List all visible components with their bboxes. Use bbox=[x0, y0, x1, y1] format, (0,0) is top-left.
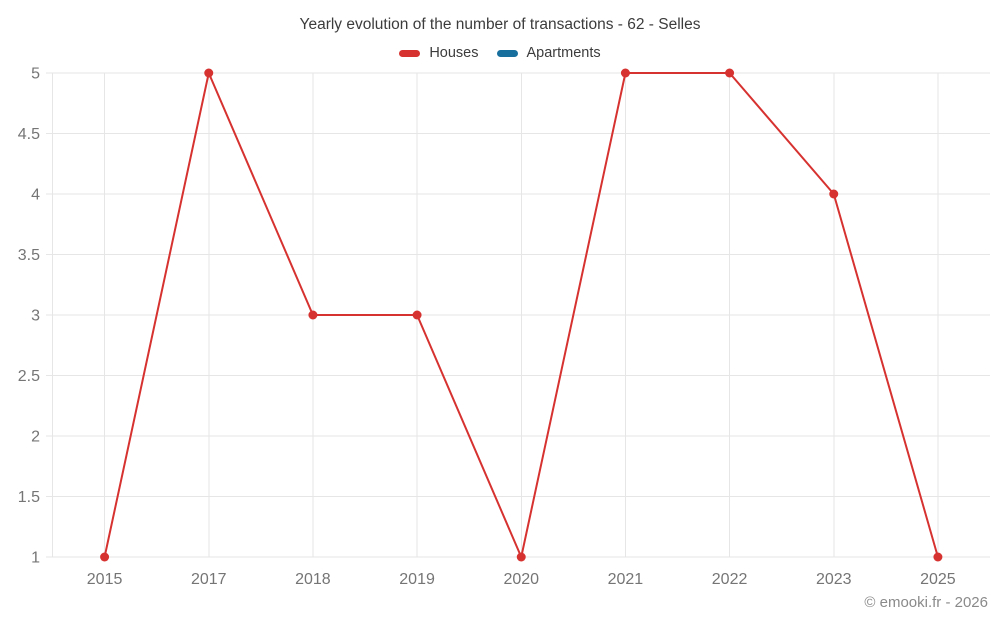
y-tick-label: 5 bbox=[31, 66, 40, 83]
x-tick-label: 2020 bbox=[503, 571, 539, 588]
y-tick-label: 4.5 bbox=[18, 126, 40, 143]
houses-data-point bbox=[308, 310, 318, 320]
chart-legend: Houses Apartments bbox=[0, 45, 1000, 61]
legend-swatch-houses bbox=[399, 49, 421, 57]
x-tick-label: 2023 bbox=[816, 571, 852, 588]
y-tick-label: 3 bbox=[31, 308, 40, 325]
legend-item-houses[interactable]: Houses bbox=[399, 45, 479, 61]
x-tick-label: 2022 bbox=[712, 571, 748, 588]
houses-data-point bbox=[412, 310, 422, 320]
x-tick-label: 2017 bbox=[191, 571, 227, 588]
x-tick-label: 2021 bbox=[608, 571, 644, 588]
legend-swatch-apartments bbox=[496, 49, 518, 57]
y-tick-label: 4 bbox=[31, 187, 40, 204]
x-tick-label: 2015 bbox=[87, 571, 123, 588]
y-tick-label: 1 bbox=[31, 550, 40, 567]
houses-data-point bbox=[204, 68, 214, 78]
legend-label: Apartments bbox=[526, 45, 601, 61]
y-tick-label: 2.5 bbox=[18, 368, 40, 385]
footer-credit: © emooki.fr - 2026 bbox=[864, 594, 988, 611]
houses-data-point bbox=[725, 68, 735, 78]
houses-data-point bbox=[829, 189, 839, 199]
y-tick-label: 1.5 bbox=[18, 489, 40, 506]
chart-title: Yearly evolution of the number of transa… bbox=[299, 16, 701, 33]
houses-data-point bbox=[933, 552, 943, 562]
houses-data-point bbox=[100, 552, 110, 562]
x-tick-label: 2018 bbox=[295, 571, 331, 588]
houses-data-point bbox=[620, 68, 630, 78]
x-tick-label: 2025 bbox=[920, 571, 956, 588]
legend-label: Houses bbox=[429, 45, 479, 61]
y-tick-label: 3.5 bbox=[18, 247, 40, 264]
houses-data-point bbox=[516, 552, 526, 562]
x-tick-label: 2019 bbox=[399, 571, 435, 588]
legend-item-apartments[interactable]: Apartments bbox=[496, 45, 601, 61]
y-tick-label: 2 bbox=[31, 429, 40, 446]
